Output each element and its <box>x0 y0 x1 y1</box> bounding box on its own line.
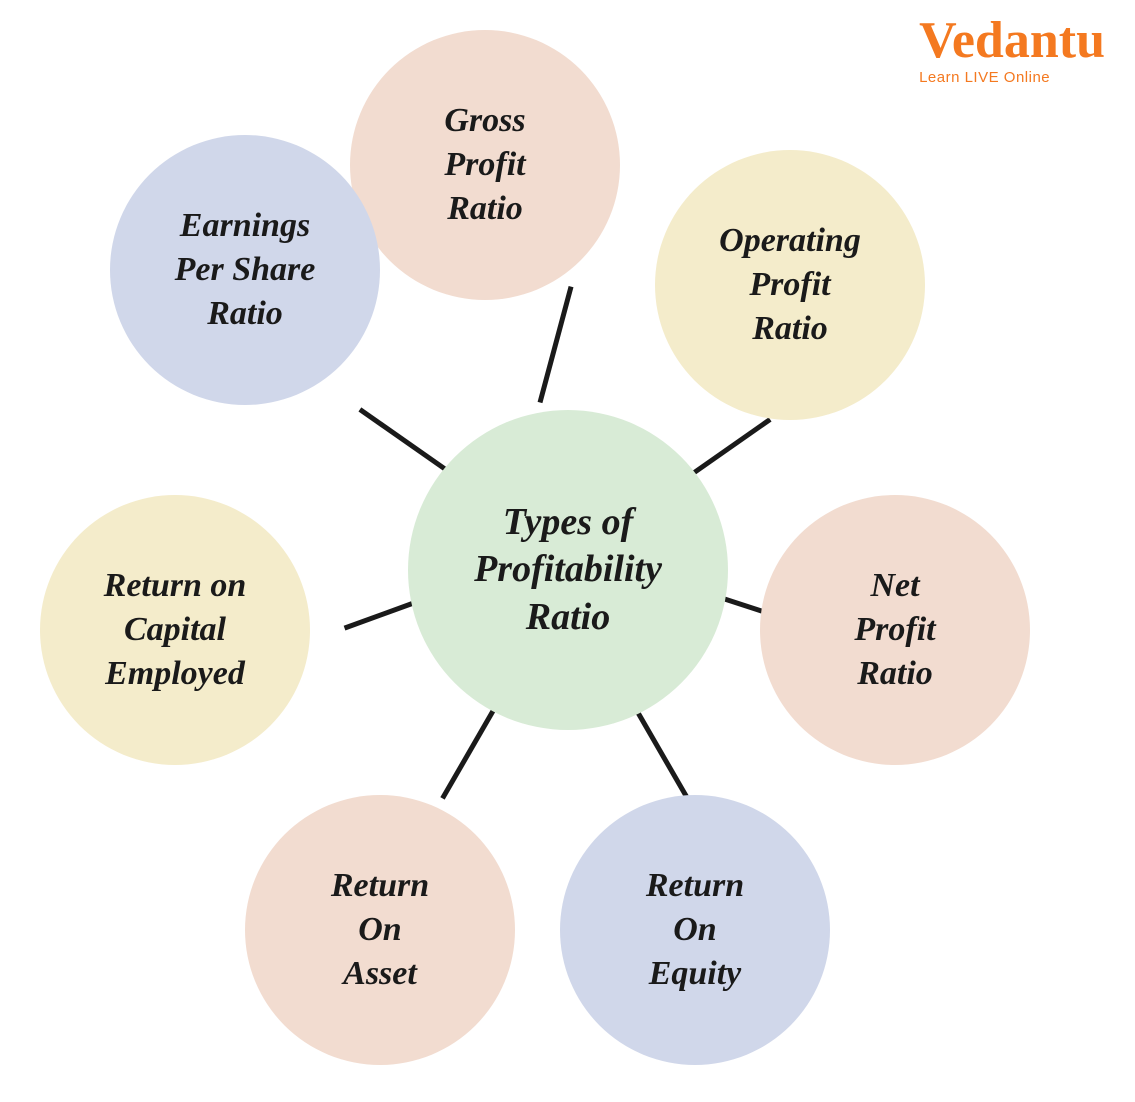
radial-diagram: Types ofProfitabilityRatio GrossProfitRat… <box>0 0 1135 1102</box>
center-label: Types ofProfitabilityRatio <box>474 499 662 642</box>
spoke-label: ReturnOnAsset <box>331 864 429 997</box>
connector-line <box>538 286 574 403</box>
connector-line <box>633 706 690 799</box>
spoke-node: GrossProfitRatio <box>350 30 620 300</box>
spoke-node: Return onCapitalEmployed <box>40 495 310 765</box>
connector-line <box>358 407 451 474</box>
spoke-label: ReturnOnEquity <box>646 864 744 997</box>
spoke-node: ReturnOnAsset <box>245 795 515 1065</box>
spoke-label: EarningsPer ShareRatio <box>175 204 316 337</box>
connector-line <box>440 706 497 799</box>
spoke-label: Return onCapitalEmployed <box>104 564 247 697</box>
center-hub: Types ofProfitabilityRatio <box>408 410 728 730</box>
spoke-label: NetProfitRatio <box>854 564 935 697</box>
spoke-node: EarningsPer ShareRatio <box>110 135 380 405</box>
spoke-node: NetProfitRatio <box>760 495 1030 765</box>
spoke-node: ReturnOnEquity <box>560 795 830 1065</box>
spoke-label: OperatingProfitRatio <box>719 219 861 352</box>
spoke-label: GrossProfitRatio <box>444 99 525 232</box>
connector-line <box>344 600 416 630</box>
spoke-node: OperatingProfitRatio <box>655 150 925 420</box>
